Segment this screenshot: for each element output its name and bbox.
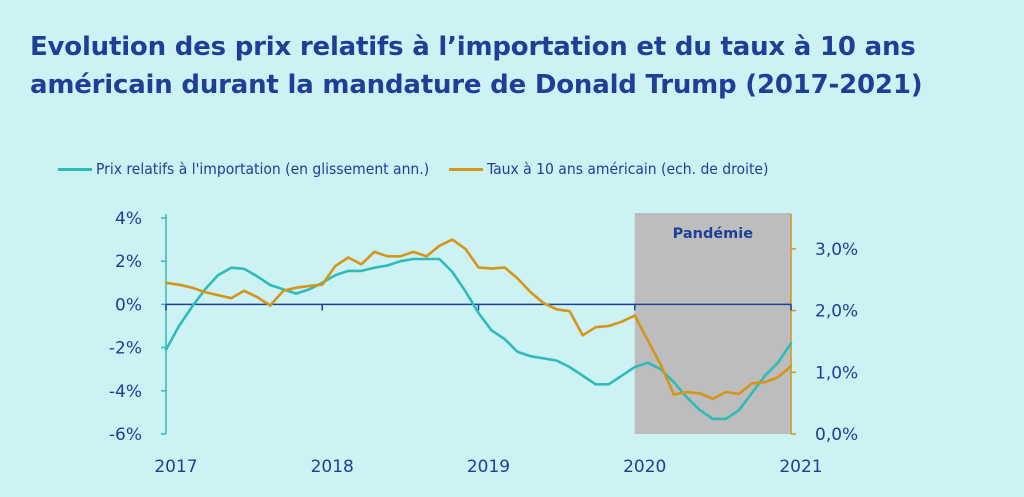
legend-label-10y-rate: Taux à 10 ans américain (ech. de droite) <box>487 160 769 178</box>
x-tick-label: 2019 <box>467 457 510 477</box>
x-tick-label: 2020 <box>623 457 666 477</box>
legend-swatch-10y-rate <box>449 167 484 171</box>
y-left-tick-label: 2% <box>115 252 142 272</box>
y-left-tick-label: -4% <box>109 382 142 402</box>
y-left-tick-label: 4% <box>115 209 142 229</box>
y-left-tick-label: 0% <box>115 295 142 315</box>
y-right-tick-label: 3,0% <box>815 240 858 260</box>
chart-title-line-2: américain durant la mandature de Donald … <box>30 70 923 100</box>
chart-title: Evolution des prix relatifs à l’importat… <box>30 28 1010 104</box>
y-right-tick-label: 1,0% <box>815 363 858 383</box>
legend-swatch-import-prices <box>58 167 92 171</box>
x-tick-label: 2018 <box>311 457 354 477</box>
y-right-tick-label: 2,0% <box>815 302 858 322</box>
x-tick-label: 2021 <box>779 457 822 477</box>
legend-label-import-prices: Prix relatifs à l'importation (en glisse… <box>96 160 430 178</box>
y-right-tick-label: 0,0% <box>815 425 858 445</box>
chart-title-line-1: Evolution des prix relatifs à l’importat… <box>30 32 916 62</box>
x-tick-label: 2017 <box>154 457 197 477</box>
shaded-region-pandemic <box>634 213 791 434</box>
legend: Prix relatifs à l'importation (en glisse… <box>58 155 788 183</box>
series-line-import-prices <box>164 257 793 421</box>
legend-item-import-prices: Prix relatifs à l'importation (en glisse… <box>58 160 429 178</box>
series-line-10y-rate <box>164 238 793 401</box>
legend-item-10y-rate: Taux à 10 ans américain (ech. de droite) <box>449 160 768 178</box>
shaded-region-label: Pandémie <box>673 226 754 242</box>
y-left-tick-label: -6% <box>109 425 142 445</box>
y-left-tick-label: -2% <box>109 339 142 359</box>
